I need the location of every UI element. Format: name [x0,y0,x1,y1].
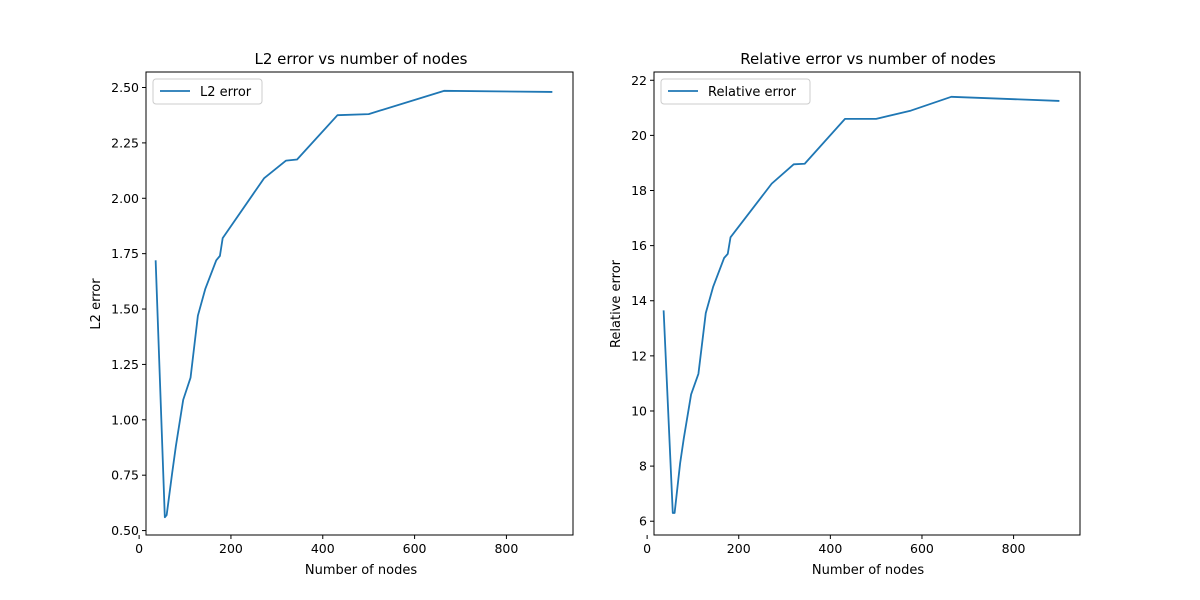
y-tick-label: 1.25 [111,357,139,372]
x-tick-label: 200 [219,541,243,556]
legend-box [152,78,263,105]
legend-box [660,78,811,105]
legend: Relative error [660,78,811,105]
y-tick-label: 14 [631,293,647,308]
y-axis-label: Relative error [609,259,624,348]
y-tick-label: 0.50 [111,523,139,538]
chart-title: L2 error vs number of nodes [255,50,468,68]
x-tick-label: 800 [494,541,518,556]
y-tick-label: 2.50 [111,80,139,95]
y-tick-label: 0.75 [111,468,139,483]
y-tick-label: 18 [631,183,647,198]
chart-title: Relative error vs number of nodes [740,50,996,68]
plot-area [654,72,1080,535]
y-tick-label: 1.00 [111,412,139,427]
y-tick-label: 1.50 [111,302,139,317]
y-tick-label: 10 [631,403,647,418]
y-tick-label: 12 [631,348,647,363]
x-tick-label: 0 [643,541,651,556]
y-tick-label: 2.00 [111,191,139,206]
y-axis-label: L2 error [89,278,104,330]
x-tick-label: 600 [403,541,427,556]
y-tick-label: 6 [639,514,647,529]
x-axis-label: Number of nodes [812,563,924,578]
x-tick-label: 600 [910,541,934,556]
x-tick-label: 0 [135,541,143,556]
l2-error-chart: L2 error vs number of nodes 0 200 400 600 80… [89,50,574,578]
x-tick-label: 400 [311,541,335,556]
legend: L2 error [152,78,263,105]
y-tick-label: 2.25 [111,135,139,150]
x-tick-label: 200 [727,541,751,556]
x-tick-label: 400 [818,541,842,556]
y-tick-label: 1.75 [111,246,139,261]
plot-frame [145,71,574,536]
x-tick-label: 800 [1002,541,1026,556]
plot-frame [653,71,1081,536]
y-tick-label: 22 [631,73,647,88]
series-line [154,89,553,519]
series-line [662,95,1060,514]
y-tick-label: 16 [631,238,647,253]
x-axis-label: Number of nodes [305,563,417,578]
legend-label: L2 error [200,85,252,100]
plot-area [146,72,573,535]
y-tick-label: 8 [639,459,647,474]
relative-error-chart: Relative error vs number of nodes 0 200 40… [609,50,1081,578]
y-tick-label: 20 [631,128,647,143]
legend-label: Relative error [708,85,797,100]
